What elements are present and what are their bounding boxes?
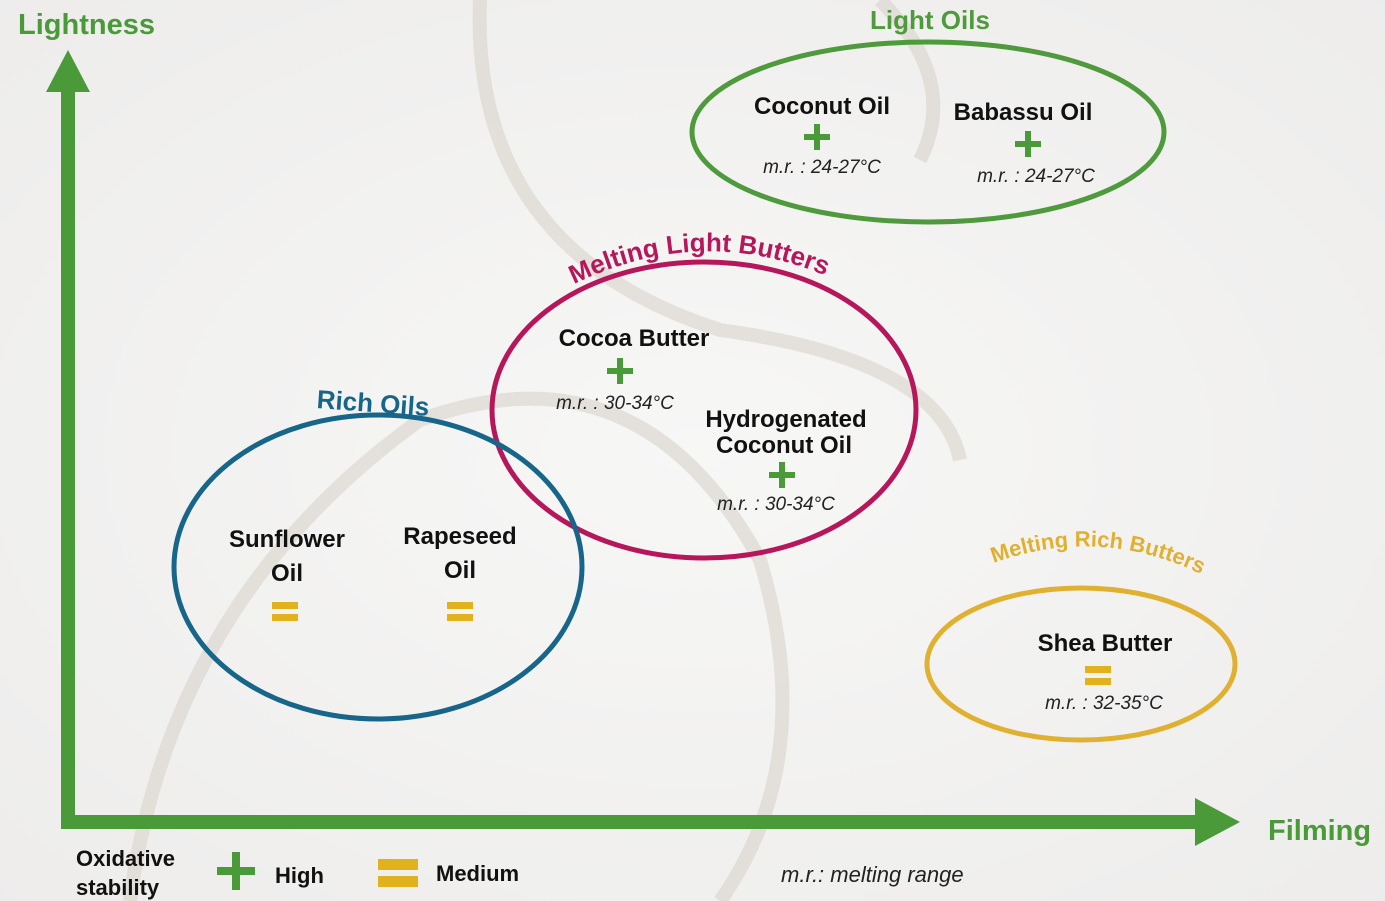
- item-name: Shea Butter: [1038, 630, 1173, 657]
- legend-note: m.r.: melting range: [781, 862, 964, 887]
- x-axis-label: Filming: [1268, 815, 1371, 847]
- legend-title: stability: [76, 875, 160, 900]
- item-name: Oil: [444, 557, 476, 584]
- legend-medium: Medium: [436, 861, 519, 886]
- melting-range: m.r. : 24-27°C: [977, 166, 1095, 187]
- item-name: Hydrogenated: [705, 406, 866, 433]
- item-name: Coconut Oil: [754, 93, 890, 120]
- diagram: Lightness Filming Light Oils Melting Lig…: [0, 0, 1385, 901]
- x-axis: [61, 815, 1201, 829]
- group-label: Light Oils: [870, 5, 990, 35]
- item-name: Coconut Oil: [716, 432, 852, 459]
- legend-title: Oxidative: [76, 846, 175, 871]
- melting-range: m.r. : 30-34°C: [717, 494, 835, 515]
- y-axis-label: Lightness: [18, 9, 155, 41]
- item-name: Cocoa Butter: [559, 325, 710, 352]
- legend-high: High: [275, 863, 324, 888]
- y-axis: [61, 86, 75, 828]
- item-name: Rapeseed: [403, 523, 516, 550]
- page: Lightness Filming Light Oils Melting Lig…: [0, 0, 1385, 901]
- item-name: Oil: [271, 560, 303, 587]
- item-name: Sunflower: [229, 526, 345, 553]
- item-name: Babassu Oil: [954, 99, 1093, 126]
- melting-range: m.r. : 30-34°C: [556, 393, 674, 414]
- melting-range: m.r. : 24-27°C: [763, 157, 881, 178]
- melting-range: m.r. : 32-35°C: [1045, 693, 1163, 714]
